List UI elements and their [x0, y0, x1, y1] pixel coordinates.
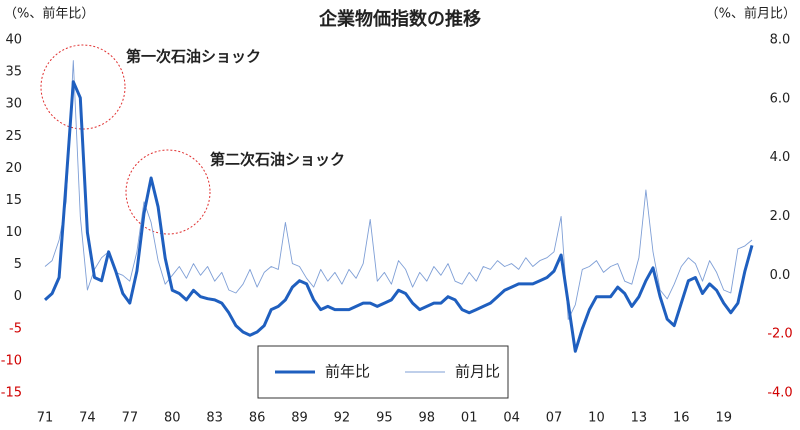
y-tick-label: 35 [5, 65, 22, 80]
y-tick-label: -10 [1, 353, 22, 368]
annotation: 第二次石油ショック [210, 151, 345, 169]
y-tick-label: -5 [9, 321, 22, 336]
x-tick-label: 71 [37, 411, 54, 426]
legend-label: 前年比 [325, 363, 370, 381]
x-tick-label: 74 [79, 411, 96, 426]
y2-tick-label: -4.0 [767, 386, 792, 401]
y-tick-label: 25 [5, 129, 22, 144]
y2-tick-label: 2.0 [770, 209, 791, 224]
y2-tick-label: 4.0 [770, 150, 791, 165]
x-tick-label: 95 [376, 411, 393, 426]
x-tick-label: 89 [291, 411, 308, 426]
y-tick-label: 20 [5, 161, 22, 176]
x-tick-label: 83 [206, 411, 223, 426]
highlight-circle [40, 44, 126, 130]
y2-tick-label: -2.0 [767, 327, 792, 342]
x-tick-label: 04 [503, 411, 520, 426]
x-tick-label: 01 [461, 411, 478, 426]
y-axis-label: （%、前年比） [4, 6, 94, 22]
y-tick-label: 0 [14, 289, 22, 304]
y2-axis-label: （%、前月比） [706, 6, 796, 22]
chart-title: 企業物価指数の推移 [318, 8, 481, 30]
y2-tick-label: 8.0 [770, 33, 791, 48]
data-line [43, 80, 754, 353]
y2-tick-label: 0.0 [770, 268, 791, 283]
legend-label: 前月比 [455, 363, 500, 381]
y-tick-label: 40 [5, 33, 22, 48]
x-tick-label: 86 [249, 411, 266, 426]
data-line [44, 60, 753, 320]
y-tick-label: 10 [5, 225, 22, 240]
y-tick-label: -15 [1, 386, 22, 401]
y2-tick-label: 6.0 [770, 91, 791, 106]
x-tick-label: 77 [122, 411, 139, 426]
x-tick-label: 13 [631, 411, 648, 426]
x-tick-label: 80 [164, 411, 181, 426]
highlight-circle [125, 149, 211, 235]
annotation: 第一次石油ショック [126, 48, 261, 66]
y-tick-label: 15 [5, 193, 22, 208]
x-tick-label: 16 [673, 411, 690, 426]
x-tick-label: 98 [419, 411, 436, 426]
x-tick-label: 07 [546, 411, 563, 426]
y-tick-label: 5 [14, 257, 22, 272]
x-tick-label: 10 [588, 411, 605, 426]
y-tick-label: 30 [5, 97, 22, 112]
x-tick-label: 92 [334, 411, 351, 426]
x-tick-label: 19 [715, 411, 732, 426]
